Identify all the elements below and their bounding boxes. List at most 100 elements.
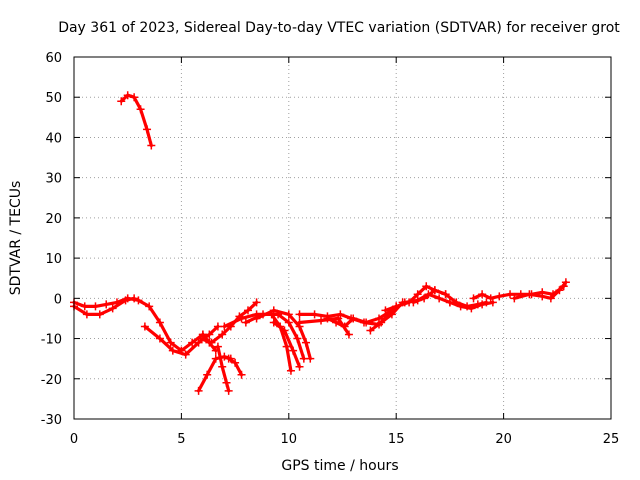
- data-point: [196, 334, 205, 343]
- data-point: [237, 370, 246, 379]
- data-point: [220, 352, 229, 361]
- data-point: [211, 346, 220, 355]
- data-point: [510, 294, 519, 303]
- y-tick-label: -10: [41, 333, 62, 348]
- data-point: [375, 314, 384, 323]
- data-point: [555, 286, 564, 295]
- data-point: [147, 141, 156, 150]
- data-point: [80, 302, 89, 311]
- data-point: [306, 354, 315, 363]
- data-point: [194, 338, 203, 347]
- series-line: [368, 300, 405, 333]
- data-point: [243, 306, 252, 315]
- y-tick-label: 0: [54, 292, 62, 307]
- data-point: [486, 294, 495, 303]
- x-tick-label: 20: [495, 432, 512, 447]
- data-point: [420, 294, 429, 303]
- y-tick-label: 40: [45, 131, 62, 146]
- data-point: [295, 362, 304, 371]
- data-point: [488, 298, 497, 307]
- y-axis-label: SDTVAR / TECUs: [8, 181, 24, 296]
- data-point: [456, 302, 465, 311]
- series-arc-4: [140, 322, 222, 359]
- data-point: [220, 322, 229, 331]
- data-point: [349, 314, 358, 323]
- data-point: [478, 300, 487, 309]
- series-arc-1: [117, 91, 156, 150]
- data-point: [237, 314, 246, 323]
- data-point: [143, 125, 152, 134]
- data-point: [155, 334, 164, 343]
- data-point: [469, 294, 478, 303]
- series-arc-6: [194, 352, 235, 395]
- data-point: [91, 302, 100, 311]
- series-arc-23: [510, 278, 570, 303]
- data-point: [301, 338, 310, 347]
- data-point: [295, 318, 304, 327]
- data-point: [334, 314, 343, 323]
- series-line: [216, 345, 231, 393]
- data-point: [123, 91, 132, 100]
- data-point: [102, 300, 111, 309]
- grid-lines: [74, 57, 611, 419]
- data-point: [134, 296, 143, 305]
- data-point: [168, 346, 177, 355]
- series-line: [272, 320, 302, 369]
- y-tick-label: 20: [45, 212, 62, 227]
- data-point: [435, 294, 444, 303]
- y-tick-label: -20: [41, 373, 62, 388]
- data-point: [130, 93, 139, 102]
- data-point: [218, 330, 227, 339]
- data-point: [218, 362, 227, 371]
- data-point: [495, 292, 504, 301]
- data-point: [467, 304, 476, 313]
- data-point: [140, 322, 149, 331]
- data-point: [293, 334, 302, 343]
- series-arc-12: [252, 306, 315, 363]
- x-tick-label: 5: [177, 432, 185, 447]
- data-point: [362, 318, 371, 327]
- data-point: [366, 326, 375, 335]
- series-line: [325, 316, 355, 329]
- data-point: [205, 338, 214, 347]
- data-point: [332, 318, 341, 327]
- data-point: [336, 310, 345, 319]
- series-arc-13: [269, 318, 304, 371]
- x-axis-label: GPS time / hours: [281, 458, 398, 474]
- y-tick-label: -30: [41, 413, 62, 428]
- y-tick-label: 30: [45, 172, 62, 187]
- data-point: [280, 326, 289, 335]
- data-point: [445, 298, 454, 307]
- data-point: [224, 354, 233, 363]
- series-line: [471, 284, 566, 300]
- data-point: [211, 354, 220, 363]
- data-point: [284, 310, 293, 319]
- data-point: [117, 97, 126, 106]
- data-point: [231, 358, 240, 367]
- data-point: [82, 310, 91, 319]
- series-arc-8: [224, 354, 246, 379]
- data-point: [145, 302, 154, 311]
- data-point: [198, 330, 207, 339]
- data-point: [478, 290, 487, 299]
- plot-frame: [73, 56, 612, 420]
- data-point: [310, 310, 319, 319]
- data-point: [340, 322, 349, 331]
- data-point: [377, 318, 386, 327]
- data-point: [381, 306, 390, 315]
- data-point: [284, 318, 293, 327]
- data-point: [295, 310, 304, 319]
- data-point: [155, 318, 164, 327]
- data-point: [252, 298, 261, 307]
- y-tick-label: 60: [45, 51, 62, 66]
- data-point: [409, 298, 418, 307]
- data-point: [506, 290, 515, 299]
- data-point: [95, 310, 104, 319]
- data-point: [222, 378, 231, 387]
- data-point: [252, 314, 261, 323]
- data-point: [194, 386, 203, 395]
- x-tick-label: 15: [388, 432, 405, 447]
- data-point: [392, 302, 401, 311]
